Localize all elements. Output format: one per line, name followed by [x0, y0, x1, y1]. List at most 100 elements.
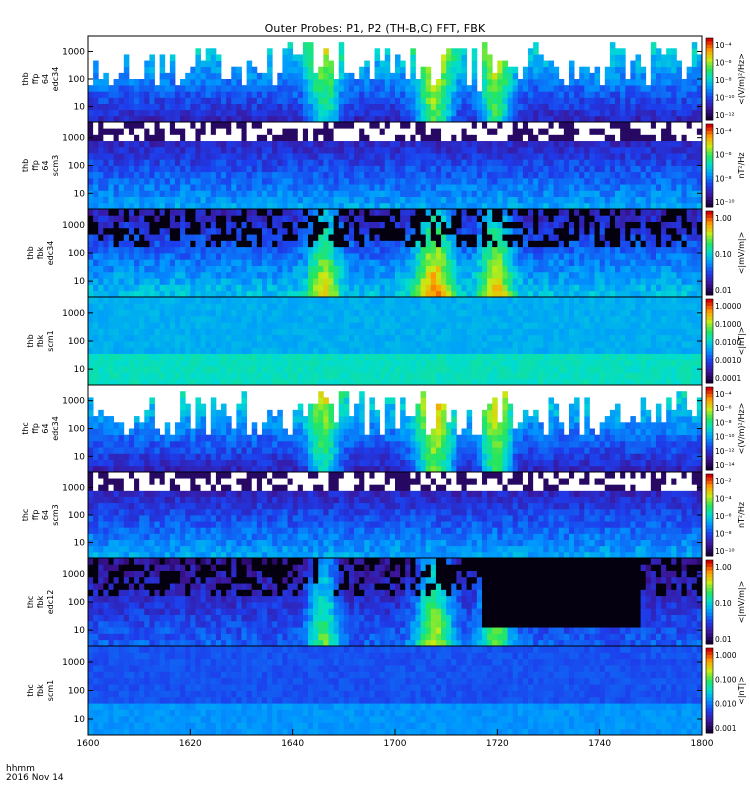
panel-label-line: scm3: [51, 504, 60, 525]
panel-label-line: thb: [21, 159, 30, 172]
colorbar-tick-label: 10⁻¹⁰: [715, 94, 735, 103]
y-tick-label: 100: [68, 162, 85, 172]
y-tick-label: 1000: [62, 570, 85, 580]
panel-label-line: edc12: [46, 590, 55, 615]
colorbar-title: <|mV/m|>: [737, 581, 746, 624]
y-tick-label: 1000: [62, 47, 85, 57]
y-tick-label: 1000: [62, 397, 85, 407]
panel-label-line: thc: [21, 509, 30, 522]
colorbar-tick-label: 10⁻¹⁴: [715, 461, 735, 470]
panel-label-line: thb: [26, 334, 35, 347]
panel-label-line: thc: [26, 596, 35, 609]
colorbar-1: 10⁻⁴ 10⁻⁶ 10⁻⁸ 10⁻¹⁰ 10⁻¹²<(V/m)²/Hz>: [705, 37, 746, 121]
colorbar-tick-label: 10⁻⁶: [715, 404, 732, 413]
colorbar-tick-label: 1.000: [715, 651, 737, 660]
colorbar-tick-label: 10⁻⁶: [715, 151, 732, 160]
colorbar-tick-label: 0.01: [715, 635, 732, 644]
panel-label-line: scm3: [51, 155, 60, 176]
spectrogram-panel-3: 1000 100 10 thb fbk edc34 1.00 0.10 0.01 <|mV/m|>: [26, 208, 746, 298]
time-tick-label: 1600: [77, 739, 100, 749]
colorbar-tick-label: 0.0001: [715, 374, 741, 383]
panel-label-line: 64: [41, 74, 50, 84]
colorbar-4: 1.0000 0.1000 0.0100 0.0010 0.0001 <|nT|>: [705, 298, 746, 384]
y-tick-label: 1000: [62, 134, 85, 144]
colorbar-tick-label: 10⁻¹⁰: [715, 547, 735, 556]
panel-label-line: 64: [41, 423, 50, 433]
panel-label-line: scm1: [46, 330, 55, 351]
date-label: 2016 Nov 14: [6, 773, 64, 783]
y-tick-label: 1000: [62, 483, 85, 493]
y-tick-label: 1000: [62, 658, 85, 668]
panel-label-line: fbk: [36, 246, 45, 259]
colorbar-tick-label: 10⁻¹²: [715, 447, 735, 456]
panel-label-line: ffp: [31, 423, 40, 434]
colorbar-8: 1.000 0.100 0.010 0.001 <|nT|>: [705, 647, 746, 734]
panel-label-line: fbk: [36, 684, 45, 697]
panel-label-line: 64: [41, 160, 50, 170]
y-tick-label: 10: [74, 103, 86, 113]
colorbar-tick-label: 10⁻⁴: [715, 495, 732, 504]
colorbar-title: <|mV/m|>: [737, 232, 746, 275]
colorbar-tick-label: 1.0000: [715, 302, 741, 311]
panel-label-line: thb: [21, 72, 30, 85]
y-tick-label: 100: [68, 687, 85, 697]
colorbar-7: 1.00 0.10 0.01 <|mV/m|>: [705, 559, 746, 645]
colorbar-tick-label: 0.10: [715, 250, 732, 259]
colorbar-tick-label: 1.00: [715, 563, 732, 572]
colorbar-tick-label: 10⁻²: [715, 477, 732, 486]
colorbar-tick-label: 10⁻⁴: [715, 41, 732, 50]
colorbar-tick-label: 0.100: [715, 675, 737, 684]
colorbar-5: 10⁻⁴ 10⁻⁶ 10⁻⁸ 10⁻¹⁰ 10⁻¹² 10⁻¹⁴<(V/m)²/Hz>: [705, 386, 746, 471]
time-axis: 1600 1620 1640 1700 1720 1740 1800: [77, 729, 714, 749]
colorbar-tick-label: 10⁻⁸: [715, 530, 732, 539]
colorbar-title: <|nT|>: [737, 327, 746, 356]
y-tick-label: 100: [68, 337, 85, 347]
panel-label-line: thc: [26, 684, 35, 697]
colorbar-tick-label: 0.0100: [715, 338, 741, 347]
colorbar-tick-label: 0.001: [715, 724, 737, 733]
colorbar-tick-label: 10⁻⁸: [715, 174, 732, 183]
y-tick-label: 100: [68, 75, 85, 85]
colorbar-tick-label: 10⁻¹²: [715, 111, 735, 120]
y-tick-label: 1000: [62, 309, 85, 319]
page-title: Outer Probes: P1, P2 (TH-B,C) FFT, FBK: [264, 22, 486, 35]
y-tick-label: 10: [74, 452, 86, 462]
colorbar-title: <(V/m)²/Hz>: [737, 403, 746, 455]
panel-label-line: fbk: [36, 334, 45, 347]
colorbar-title: nT²/Hz: [737, 152, 746, 178]
panel-label-line: ffp: [31, 160, 40, 171]
y-tick-label: 10: [74, 539, 86, 549]
colorbar-tick-label: 0.010: [715, 700, 737, 709]
colorbar-tick-label: 10⁻⁶: [715, 512, 732, 521]
panel-label-line: ffp: [31, 74, 40, 85]
colorbar-tick-label: 10⁻¹⁰: [715, 433, 735, 442]
panel-label-line: edc34: [46, 241, 55, 266]
y-tick-label: 10: [74, 277, 86, 287]
spectrogram-panel-2: 1000 100 10 thb ffp 64 scm3 10⁻⁴ 10⁻⁶ 10⁻⁸ 10⁻¹⁰ nT…: [21, 121, 746, 210]
colorbar-tick-label: 0.10: [715, 599, 732, 608]
spectrogram-panel-4: 1000 100 10 thb fbk scm1 1.0000 0.1000 0.0100 0.0…: [26, 296, 746, 386]
panel-label-line: thb: [26, 246, 35, 259]
colorbar-tick-label: 10⁻⁶: [715, 59, 732, 68]
colorbar-tick-label: 10⁻⁴: [715, 390, 732, 399]
colorbar-3: 1.00 0.10 0.01 <|mV/m|>: [705, 210, 746, 296]
panel-label-line: 64: [41, 510, 50, 520]
colorbar-tick-label: 0.01: [715, 286, 732, 295]
panel-label-line: ffp: [31, 510, 40, 521]
y-tick-label: 100: [68, 249, 85, 259]
time-tick-label: 1800: [691, 739, 714, 749]
colorbar-2: 10⁻⁴ 10⁻⁶ 10⁻⁸ 10⁻¹⁰ nT²/Hz: [705, 123, 746, 208]
time-tick-label: 1700: [384, 739, 407, 749]
colorbar-tick-label: 10⁻⁸: [715, 76, 732, 85]
colorbar-title: <(V/m)²/Hz>: [737, 53, 746, 105]
y-tick-label: 10: [74, 626, 86, 636]
spectrogram-panel-8: 1000 100 10 thc fbk scm1 1.000 0.100 0.010 0.001 <…: [26, 645, 746, 736]
panel-label-line: edc34: [51, 67, 60, 92]
colorbar-tick-label: 1.00: [715, 214, 732, 223]
colorbar-tick-label: 10⁻¹⁰: [715, 198, 735, 207]
colorbar-tick-label: 10⁻⁴: [715, 127, 732, 136]
spectrogram-panel-7: 1000 100 10 thc fbk edc12 1.00 0.10 0.01 <|mV/m|>: [26, 557, 746, 647]
